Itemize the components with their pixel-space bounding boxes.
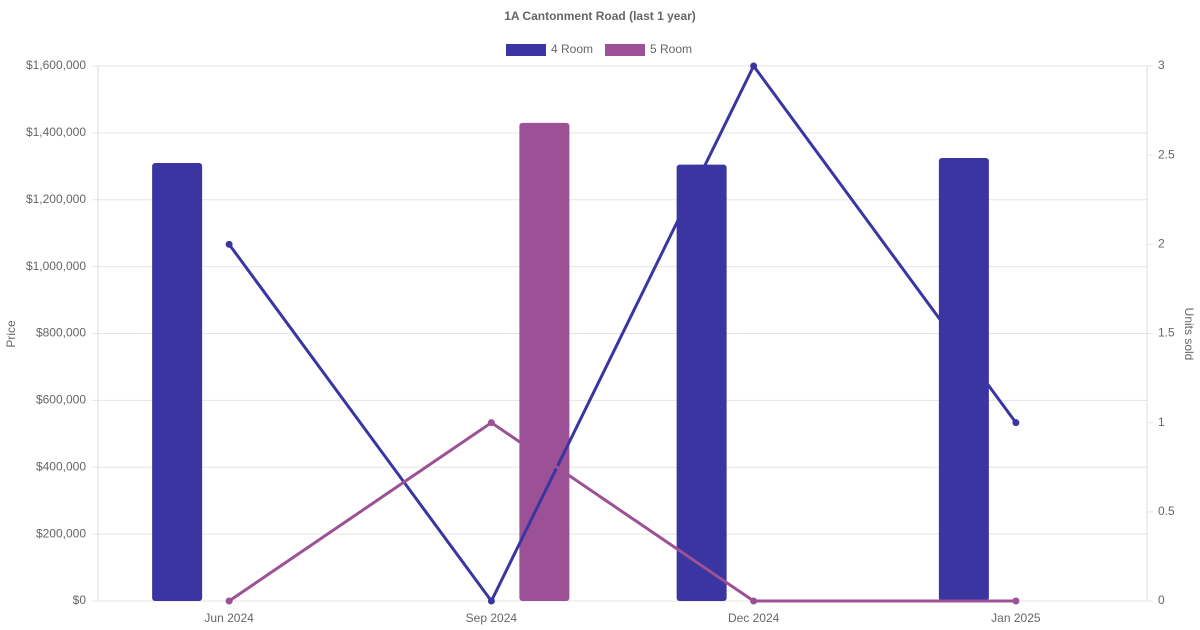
x-tick-label: Dec 2024 (728, 611, 780, 625)
units-point (225, 597, 233, 605)
y2-tick-label: 1 (1158, 415, 1165, 429)
y-tick-label: $1,600,000 (26, 58, 86, 72)
bar (152, 162, 203, 601)
y-tick-label: $800,000 (36, 326, 86, 340)
y-tick-label: $1,200,000 (26, 192, 86, 206)
units-point (225, 240, 233, 248)
legend-swatch[interactable] (605, 44, 645, 56)
y-tick-label: $1,000,000 (26, 259, 86, 273)
y-tick-label: $400,000 (36, 459, 86, 473)
y-tick-label: $1,400,000 (26, 125, 86, 139)
x-tick-label: Sep 2024 (466, 611, 518, 625)
y-tick-label: $0 (73, 593, 87, 607)
y-axis-label: Price (4, 320, 18, 348)
legend-swatch[interactable] (506, 44, 546, 56)
y2-tick-label: 0 (1158, 593, 1165, 607)
x-tick-label: Jun 2024 (204, 611, 254, 625)
units-point (487, 597, 495, 605)
y2-axis-label: Units sold (1182, 308, 1196, 361)
units-point (750, 62, 758, 70)
y-tick-label: $200,000 (36, 526, 86, 540)
units-point (750, 597, 758, 605)
bar (938, 157, 989, 601)
y2-tick-label: 3 (1158, 58, 1165, 72)
y2-tick-label: 2 (1158, 237, 1165, 251)
y-tick-label: $600,000 (36, 393, 86, 407)
legend-label[interactable]: 5 Room (650, 42, 692, 56)
units-line (228, 420, 1016, 603)
x-tick-label: Jan 2025 (991, 611, 1041, 625)
y2-tick-label: 1.5 (1158, 326, 1175, 340)
units-point (1012, 419, 1020, 427)
units-point (1012, 597, 1020, 605)
bar (676, 164, 727, 601)
units-line (227, 63, 1018, 604)
legend-label[interactable]: 4 Room (551, 42, 593, 56)
y2-tick-label: 0.5 (1158, 504, 1175, 518)
chart-title: 1A Cantonment Road (last 1 year) (504, 9, 696, 23)
y2-tick-label: 2.5 (1158, 147, 1175, 161)
units-point (487, 419, 495, 427)
bar (519, 122, 570, 601)
